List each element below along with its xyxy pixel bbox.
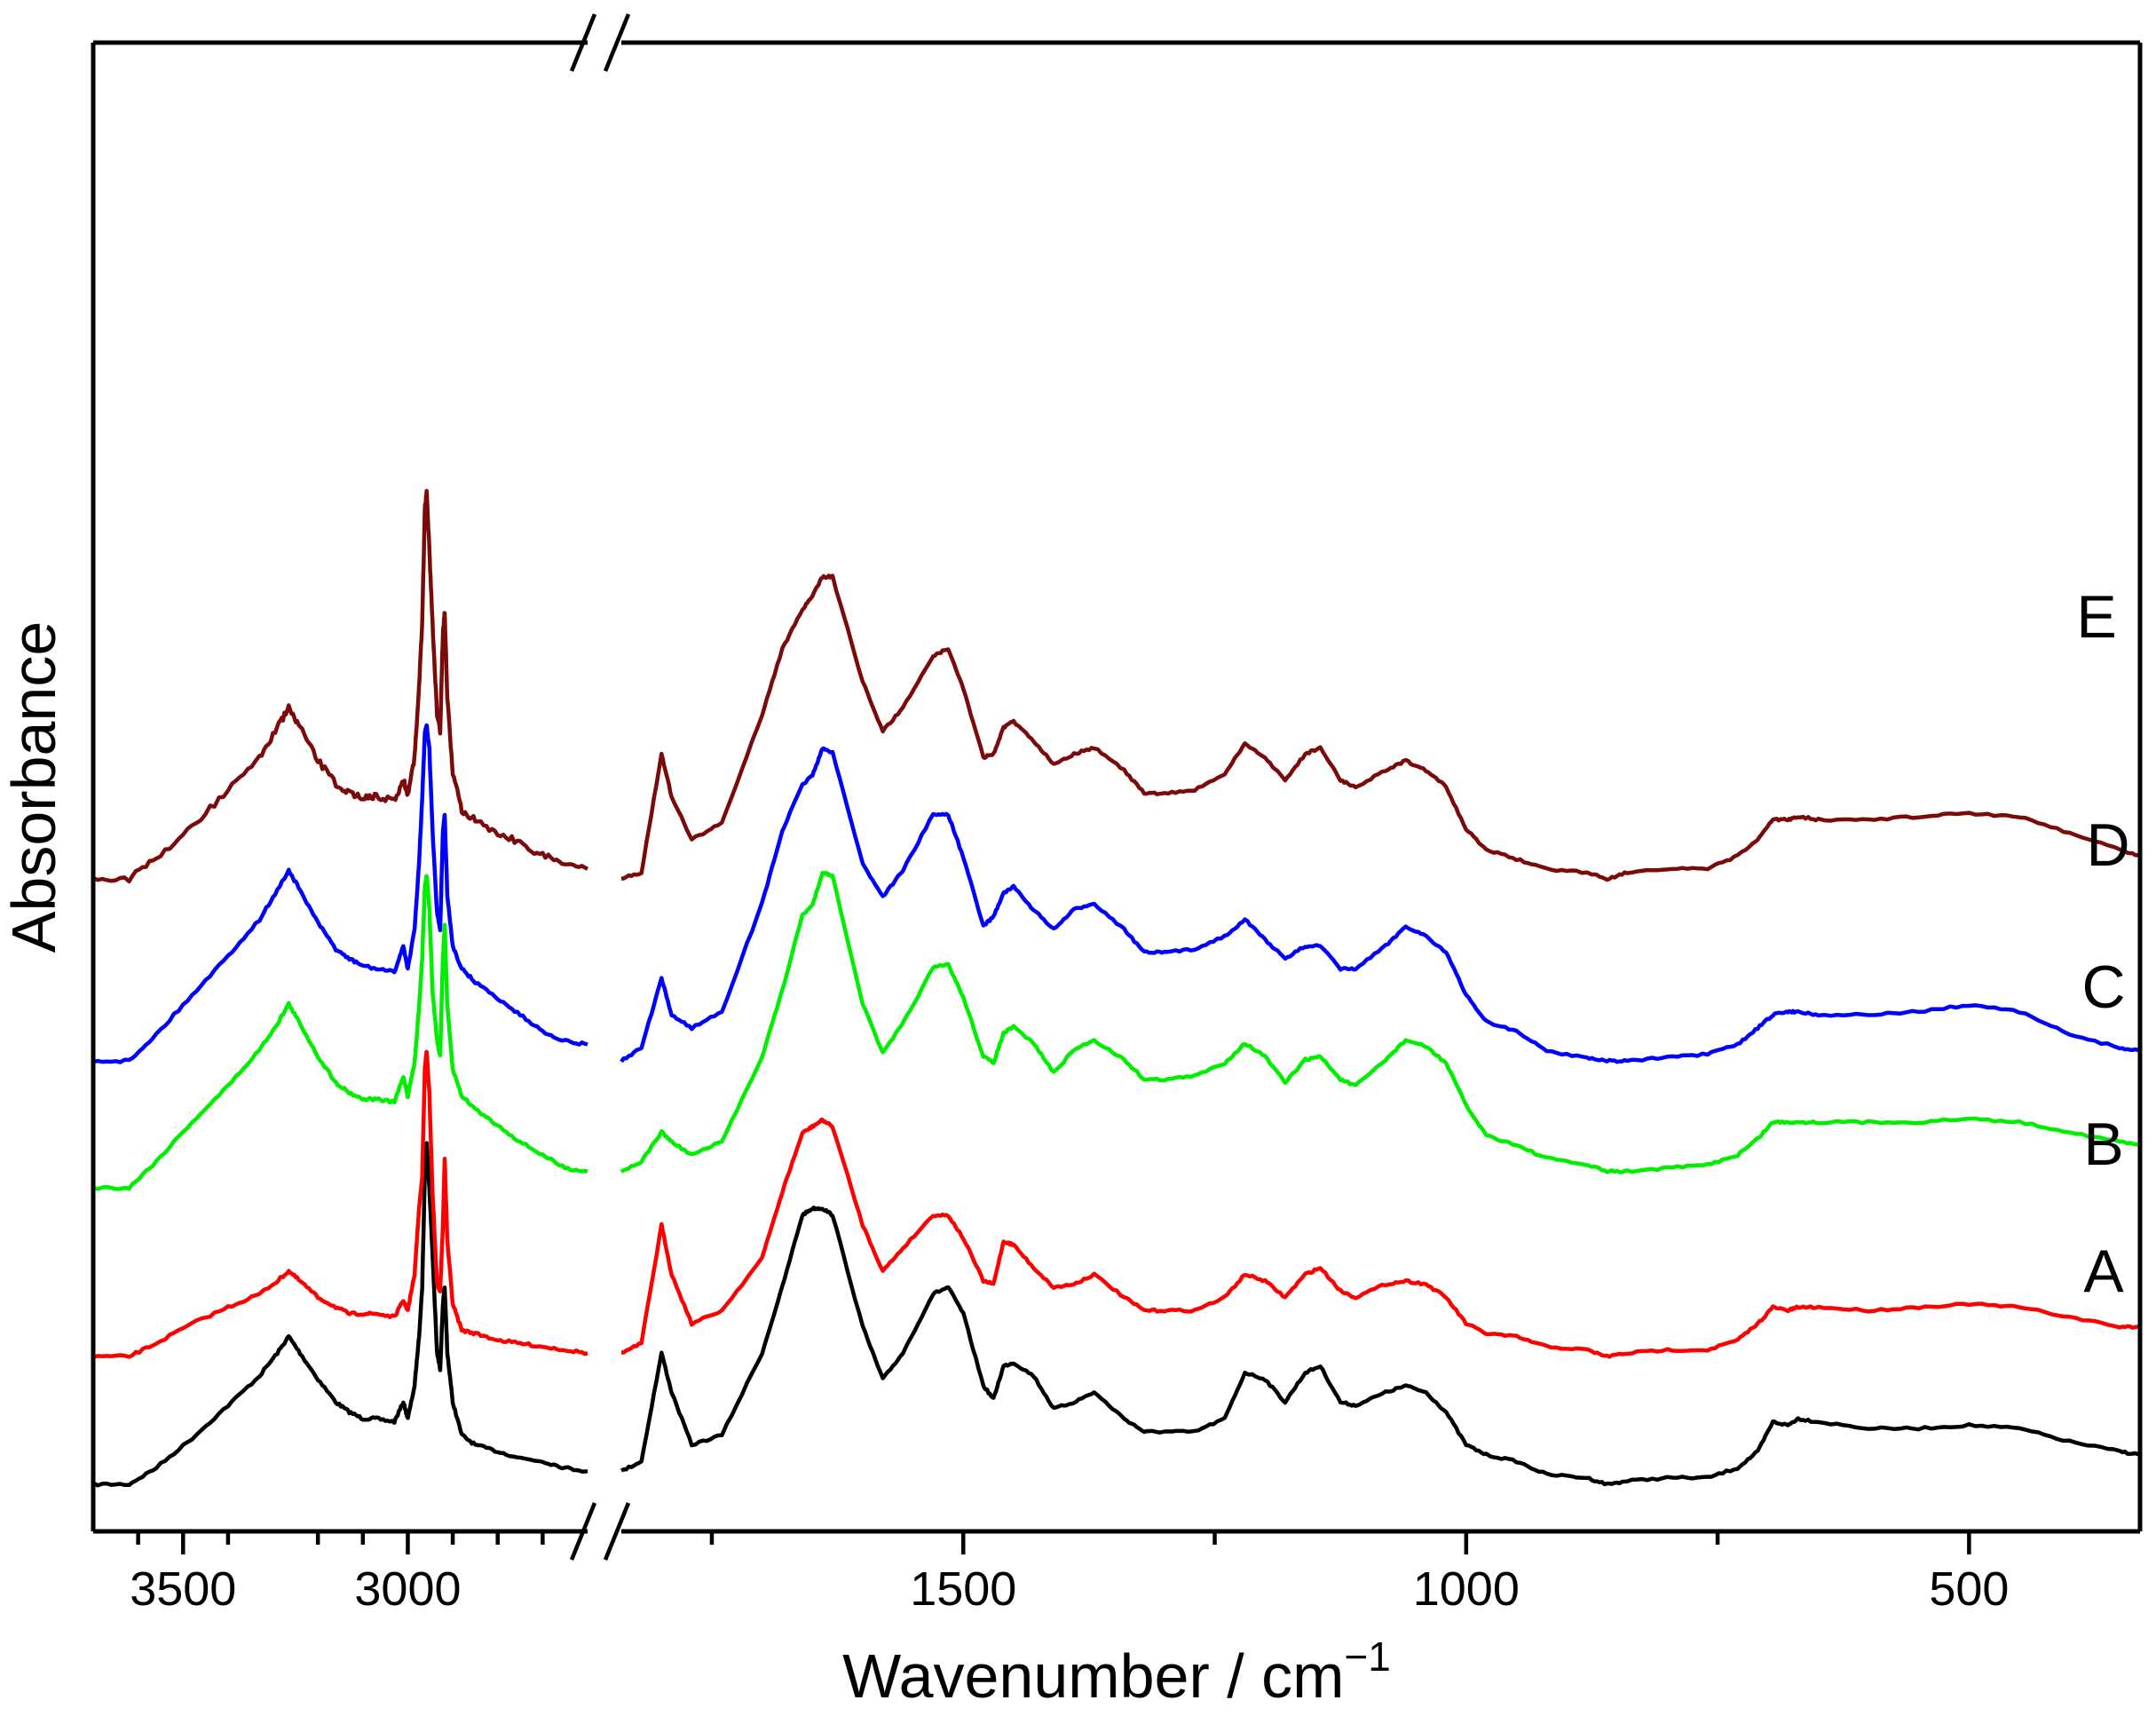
series-b	[92, 1049, 2141, 1359]
series-label-e: E	[2076, 583, 2116, 651]
series-b-line-low	[620, 1118, 2141, 1359]
x-axis-title-superscript: −1	[1344, 1633, 1390, 1680]
axis-break-mark-top-1	[569, 13, 597, 72]
axis-break-mark-top-2	[603, 13, 631, 72]
series-e-line-low	[620, 573, 2141, 882]
series-label-c: C	[2081, 953, 2125, 1021]
axis-break-mark-bottom-2	[603, 1502, 631, 1561]
series-a-line-low	[620, 1205, 2141, 1487]
series-e	[92, 488, 2141, 884]
series-label-d: D	[2086, 811, 2129, 879]
series-d-line-low	[620, 746, 2141, 1064]
x-tick-label-3500: 3500	[130, 1562, 236, 1616]
series-c-line-high	[92, 874, 588, 1191]
series-a-line-high	[91, 1141, 588, 1488]
axis-break-mark-bottom-1	[569, 1502, 597, 1561]
series-c	[92, 870, 2141, 1191]
series-d-line-high	[92, 723, 588, 1064]
series-e-line-high	[92, 488, 589, 884]
series-c-line-low	[620, 870, 2141, 1174]
series-label-a: A	[2083, 1238, 2124, 1305]
x-tick-label-3000: 3000	[354, 1562, 461, 1616]
x-axis-title-main: Wavenumber / cm	[842, 1641, 1344, 1711]
x-axis-title: Wavenumber / cm−1	[842, 1633, 1391, 1711]
x-tick-label-500: 500	[1929, 1562, 2009, 1616]
series-b-line-high	[92, 1049, 588, 1359]
x-tick-label-1000: 1000	[1413, 1562, 1520, 1616]
series-label-b: B	[2083, 1111, 2123, 1178]
series-a	[91, 1141, 2141, 1488]
y-axis-title: Absorbance	[0, 621, 68, 953]
series-d	[92, 723, 2141, 1064]
x-tick-label-1500: 1500	[910, 1562, 1016, 1616]
